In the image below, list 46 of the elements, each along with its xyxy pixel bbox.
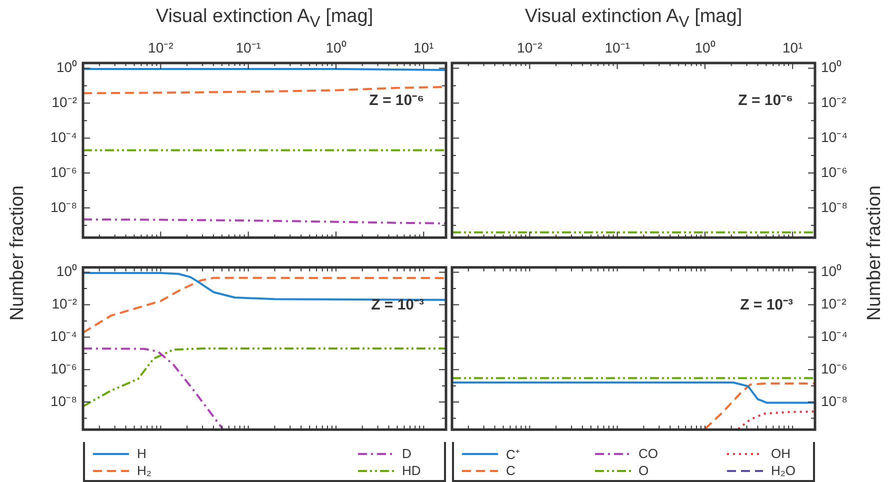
y-tick-label: 10⁻⁶ <box>50 360 77 376</box>
x-axis-title: Visual extinction A$_{V}$ [mag] <box>154 6 374 32</box>
legend-label: H₂ <box>137 463 152 478</box>
legend-label: D <box>402 446 412 461</box>
x-tick-label: 10⁻¹ <box>236 39 262 56</box>
annotation: Z = 10⁻³ <box>371 296 424 314</box>
legend-label: HD <box>402 463 422 478</box>
y-tick-label: 10⁻⁴ <box>50 328 77 344</box>
y-tick-label: 10⁻² <box>821 94 847 110</box>
legend-label: H <box>137 446 148 461</box>
legend-label: O <box>638 463 650 478</box>
y-tick-label: 10⁻⁴ <box>821 328 848 344</box>
legend-label: C <box>506 463 516 478</box>
y-tick-label: 10⁻⁶ <box>821 360 848 376</box>
y-tick-label: 10⁻² <box>52 94 78 110</box>
annotation: Z = 10⁻⁶ <box>369 92 424 110</box>
legend-label: C⁺ <box>506 446 520 462</box>
y-tick-label: 10⁻² <box>52 296 78 312</box>
y-tick-label: 10⁻⁸ <box>821 392 848 409</box>
x-tick-label: 10⁰ <box>326 39 346 56</box>
y-tick-label: 10⁻⁸ <box>50 198 78 215</box>
x-tick-label: 10¹ <box>414 39 434 56</box>
y-axis-title: Number fraction <box>864 185 886 321</box>
x-tick-label: 10⁰ <box>694 39 716 56</box>
y-tick-label: 10⁰ <box>821 59 842 76</box>
x-tick-label: 10⁻¹ <box>604 39 630 56</box>
legend-label: CO <box>638 446 659 461</box>
legend-label: OH <box>771 446 792 461</box>
x-tick-label: 10¹ <box>782 39 804 56</box>
legend-label: H₂O <box>771 463 797 478</box>
annotation: Z = 10⁻⁶ <box>738 92 793 110</box>
y-tick-label: 10⁻⁸ <box>50 392 78 409</box>
y-tick-label: 10⁻⁸ <box>821 198 848 215</box>
x-tick-label: 10⁻² <box>517 39 543 56</box>
y-tick-label: 10⁻⁴ <box>821 128 848 145</box>
y-tick-label: 10⁰ <box>56 59 77 76</box>
y-tick-label: 10⁻⁶ <box>821 164 848 180</box>
annotation: Z = 10⁻³ <box>740 296 794 314</box>
y-tick-label: 10⁰ <box>56 263 77 280</box>
y-tick-label: 10⁻² <box>821 296 847 312</box>
y-tick-label: 10⁰ <box>821 263 842 280</box>
y-tick-label: 10⁻⁴ <box>50 128 77 145</box>
y-axis-title: Number fraction <box>7 185 29 321</box>
y-tick-label: 10⁻⁶ <box>50 164 77 180</box>
x-axis-title: Visual extinction A$_{V}$ [mag] <box>524 6 744 32</box>
x-tick-label: 10⁻² <box>148 39 174 56</box>
